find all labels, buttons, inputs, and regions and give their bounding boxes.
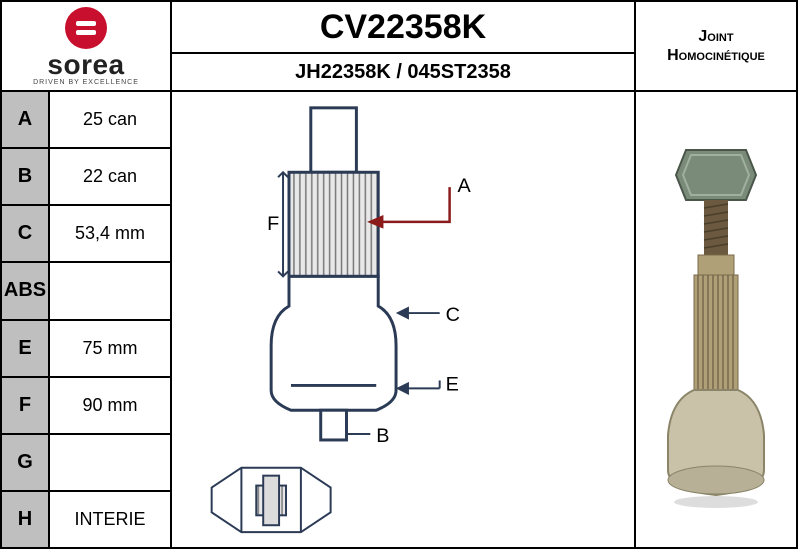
spec-key: B [2, 149, 50, 204]
table-row: A 25 can [2, 92, 170, 149]
brand-name: sorea [47, 51, 124, 79]
table-row: H INTERIE [2, 492, 170, 547]
title-column: CV22358K JH22358K / 045ST2358 [172, 2, 636, 90]
table-row: G [2, 435, 170, 492]
product-type-line2: Homocinétique [667, 46, 765, 65]
diagram-label-B: B [376, 425, 389, 447]
table-row: C 53,4 mm [2, 206, 170, 263]
spec-value: 90 mm [50, 378, 170, 433]
header-row: sorea DRIVEN BY EXCELLENCE CV22358K JH22… [2, 2, 796, 92]
table-row: ABS [2, 263, 170, 320]
spec-value: 75 mm [50, 321, 170, 376]
spec-key: C [2, 206, 50, 261]
datasheet: sorea DRIVEN BY EXCELLENCE CV22358K JH22… [0, 0, 798, 549]
table-row: F 90 mm [2, 378, 170, 435]
table-row: B 22 can [2, 149, 170, 206]
product-type-line1: Joint [698, 27, 733, 46]
spec-value: INTERIE [50, 492, 170, 547]
product-type-label: Joint Homocinétique [636, 2, 796, 90]
cv-joint-icon [656, 130, 776, 510]
diagram-label-A: A [458, 175, 472, 197]
crossref: JH22358K / 045ST2358 [172, 54, 634, 90]
part-number: CV22358K [172, 2, 634, 54]
diagram-label-F: F [267, 213, 279, 235]
brand-badge-icon [65, 7, 107, 49]
brand-cell: sorea DRIVEN BY EXCELLENCE [2, 2, 172, 90]
product-photo [636, 92, 796, 547]
spec-key: G [2, 435, 50, 490]
diagram-label-E: E [446, 373, 459, 395]
spec-value [50, 435, 170, 490]
technical-diagram: F A C E [172, 92, 636, 547]
spec-key: H [2, 492, 50, 547]
body-row: A 25 can B 22 can C 53,4 mm ABS E 75 mm … [2, 92, 796, 547]
table-row: E 75 mm [2, 321, 170, 378]
brand-tagline: DRIVEN BY EXCELLENCE [33, 79, 139, 86]
spec-value: 53,4 mm [50, 206, 170, 261]
spec-key: E [2, 321, 50, 376]
diagram-svg: F A C E [172, 92, 634, 547]
diagram-label-C: C [446, 304, 460, 326]
spec-value [50, 263, 170, 318]
spec-value: 22 can [50, 149, 170, 204]
spec-key: F [2, 378, 50, 433]
spec-value: 25 can [50, 92, 170, 147]
spec-key: ABS [2, 263, 50, 318]
spec-key: A [2, 92, 50, 147]
spec-table: A 25 can B 22 can C 53,4 mm ABS E 75 mm … [2, 92, 172, 547]
